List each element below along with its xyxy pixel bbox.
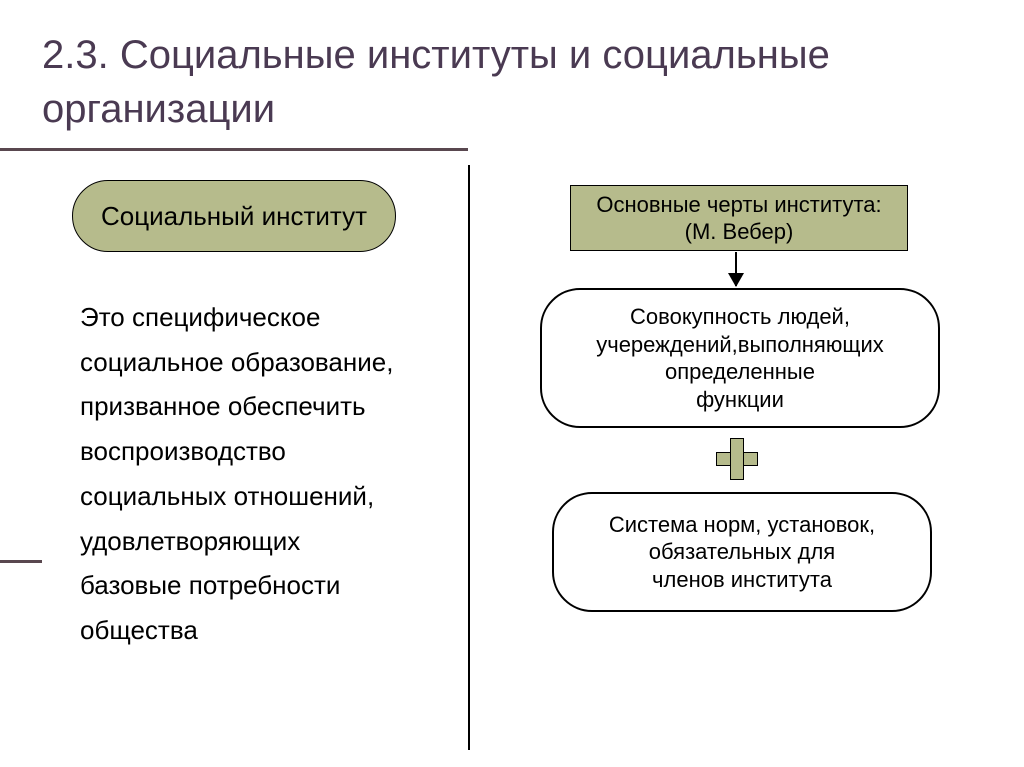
left-accent-bar bbox=[0, 560, 42, 563]
plus-connector-icon bbox=[714, 436, 760, 482]
slide-title: 2.3. Социальные институты и социальные о… bbox=[42, 28, 962, 136]
title-underline bbox=[0, 148, 468, 151]
feature-2-text: Система норм, установок, обязательных дл… bbox=[609, 511, 875, 594]
concept-label: Социальный институт bbox=[101, 201, 367, 232]
feature-1-text: Совокупность людей, учереждений,выполняю… bbox=[596, 303, 884, 413]
definition-text: Это специфическое социальное образование… bbox=[80, 295, 480, 653]
features-header-text: Основные черты института: (М. Вебер) bbox=[596, 191, 881, 246]
arrow-down-icon bbox=[735, 252, 737, 286]
features-header-box: Основные черты института: (М. Вебер) bbox=[570, 185, 908, 251]
feature-box-2: Система норм, установок, обязательных дл… bbox=[552, 492, 932, 612]
feature-box-1: Совокупность людей, учереждений,выполняю… bbox=[540, 288, 940, 428]
concept-oval: Социальный институт bbox=[72, 180, 396, 252]
